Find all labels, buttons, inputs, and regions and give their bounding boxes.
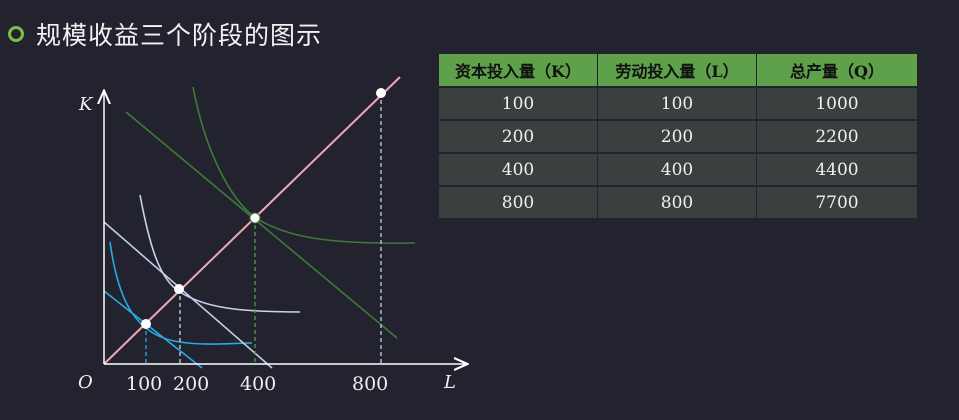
cell-output: 4400 — [757, 154, 917, 185]
table-row: 100 100 1000 — [439, 88, 917, 119]
table-row: 800 800 7700 — [439, 187, 917, 218]
table-row: 400 400 4400 — [439, 154, 917, 185]
cell-labor: 100 — [598, 88, 756, 119]
table-row: 200 200 2200 — [439, 121, 917, 152]
isoquant-q1000-curve — [109, 241, 253, 345]
x-tick-800: 800 — [352, 373, 388, 395]
table-header-row: 资本投入量（K） 劳动投入量（L） 总产量（Q） — [439, 54, 917, 86]
cell-labor: 200 — [598, 121, 756, 152]
cell-output: 7700 — [757, 187, 917, 218]
cell-capital: 800 — [439, 187, 597, 218]
cell-capital: 200 — [439, 121, 597, 152]
cell-capital: 400 — [439, 154, 597, 185]
cell-output: 2200 — [757, 121, 917, 152]
point-100 — [141, 319, 151, 329]
cell-labor: 800 — [598, 187, 756, 218]
cell-output: 1000 — [757, 88, 917, 119]
input-output-table: 资本投入量（K） 劳动投入量（L） 总产量（Q） 100 100 1000 20… — [438, 52, 918, 220]
origin-label: O — [78, 372, 93, 393]
cell-labor: 400 — [598, 154, 756, 185]
isocost-line-large — [125, 111, 398, 339]
title-row: 规模收益三个阶段的图示 — [8, 14, 322, 54]
point-200 — [174, 284, 184, 294]
header-output: 总产量（Q） — [757, 54, 917, 86]
isocost-line-medium — [103, 221, 273, 369]
x-axis-label: L — [443, 372, 456, 393]
x-tick-400: 400 — [240, 373, 276, 395]
isoquant-q2200-curve — [139, 194, 301, 313]
slide-title: 规模收益三个阶段的图示 — [36, 21, 323, 50]
x-tick-100: 100 — [126, 373, 162, 395]
y-axis-label: K — [78, 94, 94, 115]
cell-capital: 100 — [439, 88, 597, 119]
isoquant-q4400-curve — [192, 86, 416, 244]
bullet-icon — [8, 26, 24, 42]
point-800 — [376, 88, 386, 98]
isocost-line-small — [103, 290, 203, 369]
x-tick-200: 200 — [173, 373, 209, 395]
point-400 — [249, 212, 261, 224]
header-capital: 资本投入量（K） — [439, 54, 597, 86]
header-labor: 劳动投入量（L） — [598, 54, 756, 86]
